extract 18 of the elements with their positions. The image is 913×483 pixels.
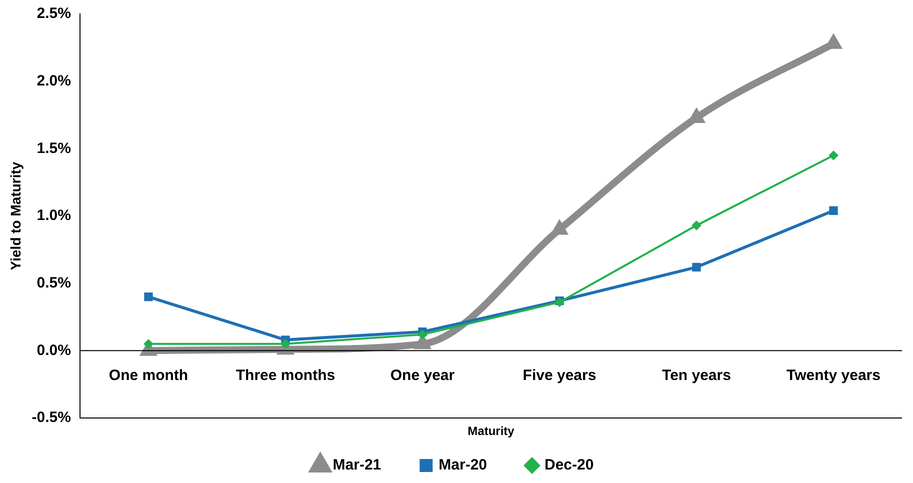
y-tick-label: 2.0%	[36, 72, 71, 90]
x-tick-label: One month	[108, 366, 188, 384]
legend-label: Mar-20	[438, 456, 488, 474]
y-tick-label: -0.5%	[32, 409, 71, 426]
y-tick-label: 0.0%	[36, 342, 71, 359]
legend-label: Dec-20	[544, 456, 594, 474]
x-tick-label: Ten years	[662, 366, 731, 384]
y-tick-label: 1.5%	[36, 140, 71, 157]
y-tick-label: 2.5%	[36, 5, 71, 22]
x-tick-label: Five years	[522, 366, 596, 384]
y-axis-title: Yield to Maturity	[7, 162, 24, 270]
x-axis-title: Maturity	[468, 424, 515, 438]
x-tick-label: Twenty years	[786, 366, 880, 384]
y-tick-label: 1.0%	[36, 207, 71, 224]
x-tick-label: Three months	[236, 366, 336, 384]
legend-label: Mar-21	[332, 456, 382, 474]
y-tick-label: 0.5%	[36, 274, 71, 292]
x-tick-label: One year	[390, 366, 455, 384]
